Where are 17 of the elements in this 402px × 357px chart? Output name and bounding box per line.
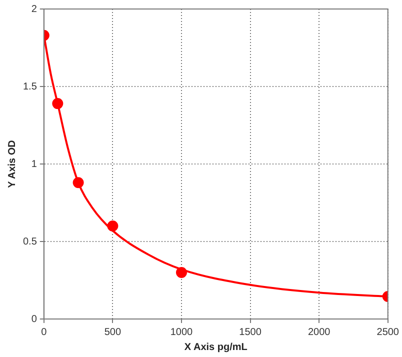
y-axis-title: Y Axis OD [6,140,18,188]
y-tick-label: 0 [31,314,38,325]
point [72,177,84,188]
x-tick-label: 2500 [376,326,400,338]
x-tick-label: 1000 [170,326,194,338]
x-axis-title: X Axis pg/mL [184,342,248,353]
point [107,220,118,232]
point [52,98,64,110]
x-tick-label: 1500 [239,326,262,338]
x-tick-label: 0 [41,326,48,338]
x-tick-label: 2000 [308,326,331,338]
y-tick-label: 1 [31,158,38,170]
y-tick-label: 1.5 [22,81,38,92]
x-tick-label: 500 [104,326,122,338]
point [176,267,187,278]
y-tick-label: 2 [31,4,38,15]
y-tick-label: 0.5 [22,236,38,248]
